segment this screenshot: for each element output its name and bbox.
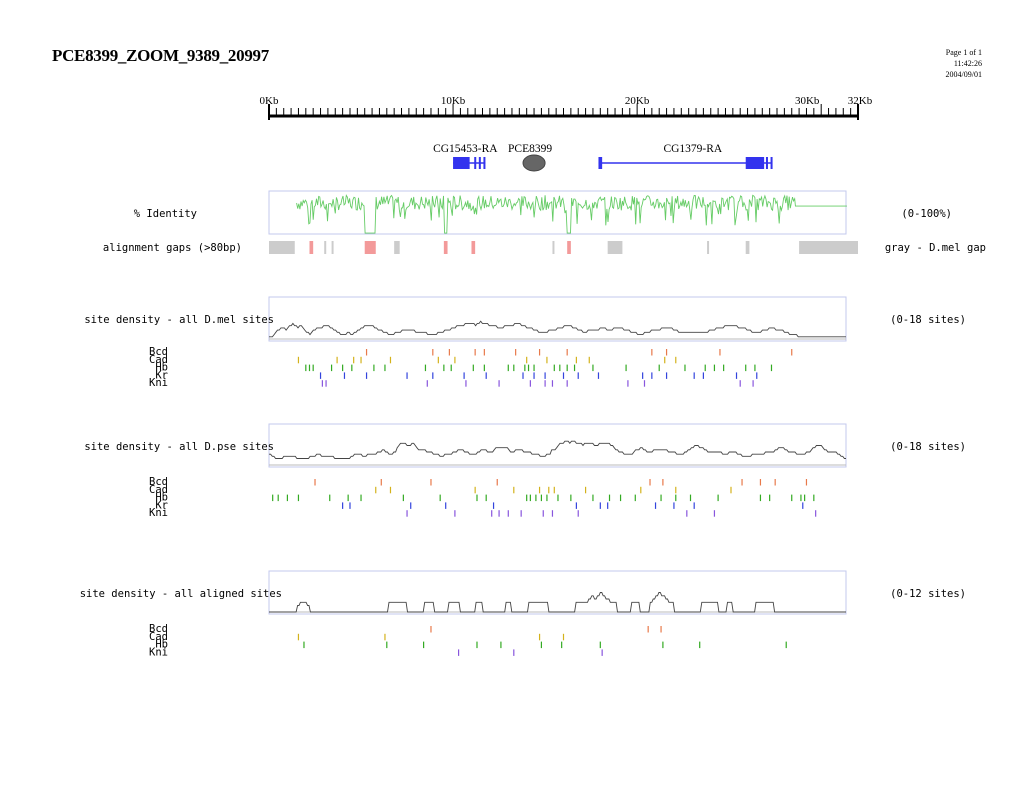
density-line [269, 592, 846, 613]
factor-label: Hb [155, 639, 168, 651]
alignment-gap [471, 241, 476, 254]
factor-label: Bcd [149, 476, 168, 488]
track-range-label: gray - D.mel gap [885, 242, 986, 254]
factor-label: Kr [155, 369, 168, 381]
factor-label: Kni [149, 377, 168, 389]
axis-tick-label: 0Kb [260, 95, 279, 107]
factor-label: Bcd [149, 623, 168, 635]
gene-exon [483, 157, 486, 169]
alignment-gap [269, 241, 295, 254]
factor-label: Bcd [149, 346, 168, 358]
track-label: alignment gaps (>80bp) [103, 242, 242, 254]
gene-exon [765, 157, 768, 169]
alignment-gap [324, 241, 327, 254]
alignment-gap [552, 241, 555, 254]
track-range-label: (0-100%) [901, 208, 952, 220]
page-title: PCE8399_ZOOM_9389_20997 [52, 46, 269, 65]
track-label: % Identity [134, 208, 197, 220]
factor-label: Hb [155, 492, 168, 504]
density-line [269, 440, 846, 459]
track-range-label: (0-18 sites) [890, 441, 966, 453]
element-label: PCE8399 [508, 143, 552, 155]
gene-exon [478, 157, 481, 169]
gene-exon [474, 157, 477, 169]
gene-label: CG1379-RA [663, 143, 722, 155]
track-label: site density - all D.mel sites [84, 314, 274, 326]
factor-label: Kni [149, 507, 168, 519]
factor-label: Kr [155, 499, 168, 511]
factor-label: Cad [149, 354, 168, 366]
factor-label: Kni [149, 646, 168, 658]
axis-tick-label: 32Kb [848, 95, 873, 107]
alignment-gap [799, 241, 858, 254]
factor-label: Cad [149, 484, 168, 496]
alignment-gap [364, 241, 376, 254]
print-date: 2004/09/01 [945, 70, 982, 79]
page-number: Page 1 of 1 [945, 48, 982, 57]
factor-label: Hb [155, 362, 168, 374]
factor-label: Cad [149, 631, 168, 643]
gene-exon [598, 157, 603, 169]
axis-tick-label: 30Kb [795, 95, 820, 107]
alignment-gap [707, 241, 710, 254]
axis-tick-label: 10Kb [441, 95, 466, 107]
gene-label: CG15453-RA [433, 143, 498, 155]
density-panel [268, 296, 847, 342]
track-label: site density - all aligned sites [80, 588, 282, 600]
gene-exon [453, 157, 470, 169]
alignment-gap [607, 241, 623, 254]
alignment-gap [745, 241, 750, 254]
element-oval [522, 154, 546, 172]
alignment-gap [331, 241, 334, 254]
density-panel [268, 570, 847, 615]
identity-panel [268, 190, 847, 235]
alignment-gap [394, 241, 400, 254]
gene-exon [745, 157, 765, 169]
track-label: site density - all D.pse sites [84, 441, 274, 453]
alignment-gap [309, 241, 314, 254]
density-line [269, 320, 846, 338]
track-range-label: (0-12 sites) [890, 588, 966, 600]
alignment-gap [567, 241, 571, 254]
track-range-label: (0-18 sites) [890, 314, 966, 326]
alignment-gap [443, 241, 448, 254]
page-meta: Page 1 of 1 11:42:26 2004/09/01 [946, 47, 982, 80]
gene-exon [770, 157, 773, 169]
print-time: 11:42:26 [953, 59, 982, 68]
density-panel [268, 423, 847, 468]
identity-line [296, 194, 847, 234]
axis-tick-label: 20Kb [625, 95, 650, 107]
